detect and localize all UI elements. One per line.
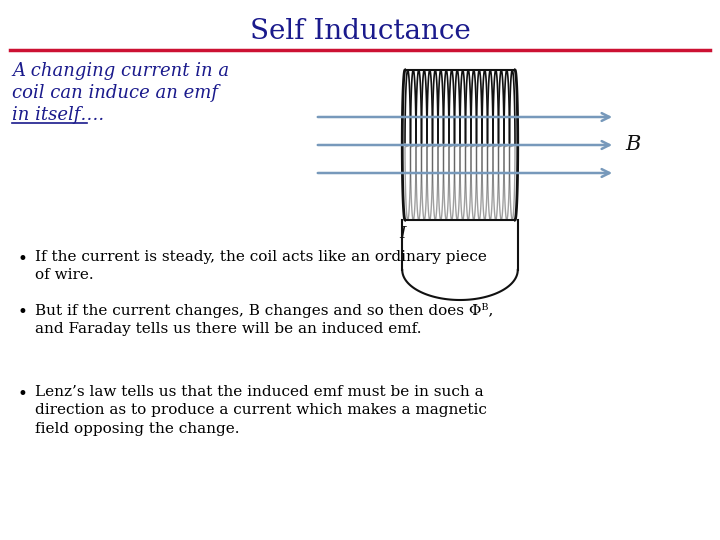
Text: B: B — [625, 136, 640, 154]
Text: Self Inductance: Self Inductance — [250, 18, 470, 45]
Text: •: • — [18, 303, 28, 321]
Text: If the current is steady, the coil acts like an ordinary piece
of wire.: If the current is steady, the coil acts … — [35, 250, 487, 282]
Text: in itself….: in itself…. — [12, 106, 104, 124]
Text: Lenz’s law tells us that the induced emf must be in such a
direction as to produ: Lenz’s law tells us that the induced emf… — [35, 385, 487, 436]
Text: •: • — [18, 250, 28, 268]
Text: coil can induce an emf: coil can induce an emf — [12, 84, 218, 102]
Text: But if the current changes, B changes and so then does Φᴮ,
and Faraday tells us : But if the current changes, B changes an… — [35, 303, 493, 336]
Text: A changing current in a: A changing current in a — [12, 62, 229, 80]
Text: I: I — [400, 225, 406, 242]
Text: •: • — [18, 385, 28, 403]
